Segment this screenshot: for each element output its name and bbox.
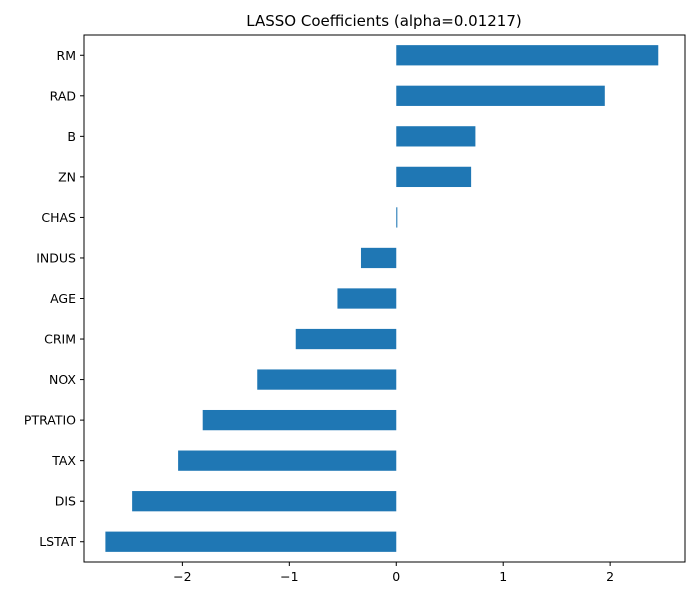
bar-crim [295, 328, 397, 350]
y-tick-label-rad: RAD [50, 88, 76, 103]
x-tick-label: 1 [499, 569, 507, 584]
bar-tax [178, 450, 397, 471]
bar-lstat [105, 531, 397, 552]
bar-nox [257, 369, 397, 390]
y-tick-label-zn: ZN [58, 169, 76, 184]
bar-age [337, 288, 397, 309]
y-tick-label-rm: RM [57, 48, 76, 63]
y-tick-label-b: B [67, 129, 76, 144]
chart-title: LASSO Coefficients (alpha=0.01217) [246, 12, 521, 30]
bar-ptratio [202, 409, 397, 431]
bar-b [396, 126, 476, 147]
y-axis: RM RAD B ZN CHAS INDUS AGE CRIM NOX PTRATIO TAX DIS… [24, 48, 84, 549]
y-tick-label-nox: NOX [49, 372, 76, 387]
bar-indus [360, 247, 397, 269]
bar-zn [396, 166, 472, 188]
bars-group [105, 45, 659, 552]
y-tick-label-age: AGE [50, 291, 76, 306]
y-tick-label-indus: INDUS [36, 250, 76, 265]
y-tick-label-lstat: LSTAT [39, 534, 76, 549]
bar-chas [396, 207, 398, 228]
y-tick-label-crim: CRIM [44, 332, 76, 347]
y-tick-label-chas: CHAS [41, 210, 76, 225]
y-tick-label-dis: DIS [55, 494, 76, 509]
y-tick-label-tax: TAX [51, 453, 76, 468]
bar-dis [132, 491, 397, 512]
y-tick-label-ptratio: PTRATIO [24, 413, 76, 428]
x-tick-label: 2 [606, 569, 614, 584]
x-axis: −2 −1 0 1 2 [173, 562, 614, 584]
x-tick-label: 0 [392, 569, 400, 584]
plot-frame [83, 34, 686, 563]
bar-rm [396, 45, 659, 66]
x-tick-label: −1 [280, 569, 298, 584]
x-tick-label: −2 [173, 569, 191, 584]
bar-rad [396, 85, 605, 106]
